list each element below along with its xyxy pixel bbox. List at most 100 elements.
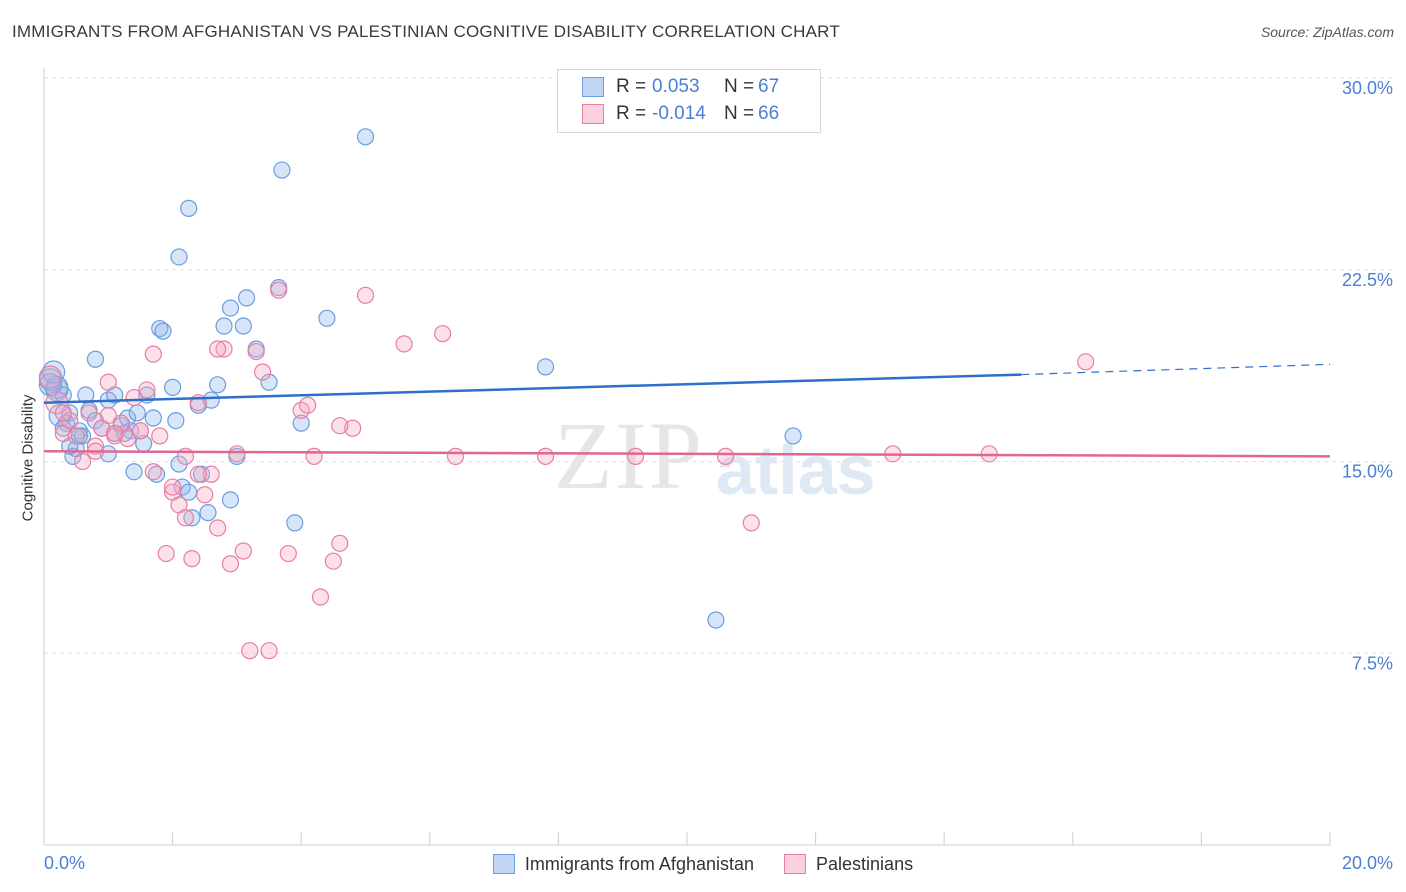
r-value: 0.053 <box>652 76 700 97</box>
point-palestinians <box>209 340 227 358</box>
point-afghanistan <box>77 386 95 404</box>
y-tick-label: 7.5% <box>1352 653 1393 673</box>
trendline-afghanistan-extension <box>1021 363 1331 376</box>
x-tick-label: 0.0% <box>44 853 85 873</box>
point-palestinians <box>99 406 117 425</box>
point-palestinians <box>742 514 760 532</box>
point-palestinians <box>446 447 465 465</box>
point-afghanistan <box>38 373 63 397</box>
y-tick-label: 30.0% <box>1342 78 1393 98</box>
point-afghanistan <box>286 514 304 532</box>
point-afghanistan <box>167 411 185 430</box>
legend-label-afghanistan: Immigrants from Afghanistan <box>524 853 755 874</box>
chart-title: IMMIGRANTS FROM AFGHANISTAN VS PALESTINI… <box>12 22 840 41</box>
point-palestinians <box>299 396 317 414</box>
point-palestinians <box>356 286 375 304</box>
point-palestinians <box>434 325 452 343</box>
point-palestinians <box>215 340 233 358</box>
point-palestinians <box>254 363 272 381</box>
point-palestinians <box>189 465 207 483</box>
point-afghanistan <box>209 376 227 394</box>
point-palestinians <box>67 427 85 445</box>
point-afghanistan <box>784 427 802 445</box>
point-afghanistan <box>292 414 310 432</box>
point-palestinians <box>279 544 297 563</box>
point-palestinians <box>118 429 137 448</box>
point-afghanistan <box>99 445 117 463</box>
y-tick-label: 22.5% <box>1342 270 1393 290</box>
legend-label-palestinians: Palestinians <box>816 853 914 874</box>
point-palestinians <box>112 414 130 432</box>
point-afghanistan <box>57 414 76 432</box>
point-afghanistan <box>318 309 336 327</box>
legend-item-afghanistan[interactable]: Immigrants from Afghanistan <box>492 853 755 875</box>
point-palestinians <box>716 447 735 465</box>
point-palestinians <box>228 445 246 463</box>
x-tick-label: 20.0% <box>1342 853 1393 873</box>
point-afghanistan <box>234 317 252 335</box>
point-afghanistan <box>86 350 105 368</box>
point-palestinians <box>125 388 143 407</box>
point-afghanistan <box>180 199 198 217</box>
point-afghanistan <box>183 509 201 527</box>
point-afghanistan <box>215 317 233 335</box>
point-afghanistan <box>273 161 291 179</box>
n-label: N = <box>724 103 755 124</box>
y-tick-label: 15.0% <box>1342 462 1393 482</box>
point-afghanistan <box>164 378 182 396</box>
point-afghanistan <box>356 128 375 146</box>
point-palestinians <box>626 447 645 465</box>
point-palestinians <box>196 486 214 504</box>
legend-swatch-pink <box>582 104 604 124</box>
point-palestinians <box>209 519 227 537</box>
point-palestinians <box>176 509 195 527</box>
point-palestinians <box>80 404 98 422</box>
point-afghanistan <box>125 463 143 481</box>
n-value: 67 <box>758 76 780 97</box>
point-afghanistan <box>154 322 172 340</box>
point-palestinians <box>164 478 182 496</box>
point-palestinians <box>1077 353 1095 371</box>
legend-swatch-blue <box>582 77 604 97</box>
point-palestinians <box>270 281 288 299</box>
point-afghanistan <box>202 391 220 409</box>
point-palestinians <box>311 588 330 606</box>
point-palestinians <box>202 465 220 483</box>
legend-item-palestinians[interactable]: Palestinians <box>784 854 913 875</box>
point-palestinians <box>183 550 201 568</box>
point-palestinians <box>138 381 156 399</box>
point-palestinians <box>144 345 162 363</box>
point-palestinians <box>234 542 252 560</box>
point-palestinians <box>73 452 92 471</box>
point-palestinians <box>106 424 124 442</box>
point-afghanistan <box>128 404 146 422</box>
point-palestinians <box>344 419 362 437</box>
point-afghanistan <box>536 358 555 376</box>
stats-legend-row-palestinians: R = -0.014 N = 66 <box>582 102 779 126</box>
point-afghanistan <box>151 319 169 338</box>
point-afghanistan <box>199 504 217 522</box>
legend-swatch-blue <box>492 854 515 874</box>
point-palestinians <box>157 544 175 563</box>
point-afghanistan <box>144 409 162 427</box>
legend-swatch-pink <box>784 854 807 874</box>
point-palestinians <box>144 463 162 481</box>
n-label: N = <box>724 76 755 97</box>
trendline-afghanistan <box>43 373 1022 404</box>
point-palestinians <box>221 555 240 573</box>
point-palestinians <box>536 447 555 465</box>
point-afghanistan <box>707 611 725 629</box>
point-palestinians <box>324 552 342 570</box>
stats-legend-row-afghanistan: R = 0.053 N = 67 <box>582 75 779 99</box>
point-palestinians <box>305 447 323 465</box>
point-afghanistan <box>147 465 166 483</box>
r-value: -0.014 <box>652 103 706 124</box>
point-palestinians <box>151 427 169 445</box>
point-palestinians <box>131 422 150 440</box>
point-afghanistan <box>221 491 240 509</box>
series-legend: Immigrants from Afghanistan Palestinians <box>0 852 1406 876</box>
r-label: R = <box>616 76 647 97</box>
trendline-palestinians <box>43 450 1331 458</box>
point-afghanistan <box>260 373 278 391</box>
